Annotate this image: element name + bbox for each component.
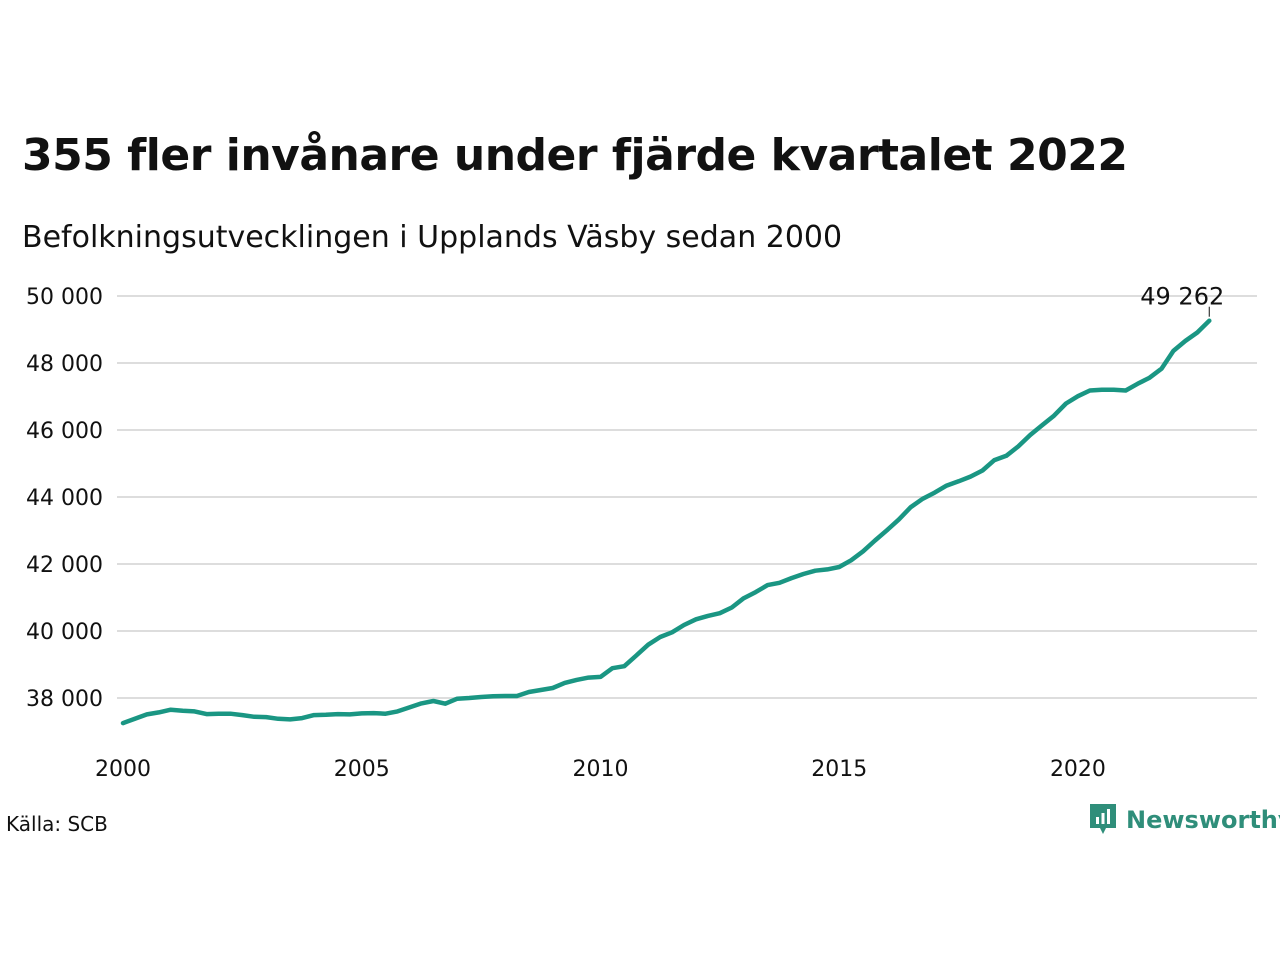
x-tick-label: 2000 [95, 757, 151, 782]
chart-subtitle: Befolkningsutvecklingen i Upplands Väsby… [22, 220, 843, 255]
x-axis-tick-labels: 2000 2005 2010 2015 2020 [95, 757, 1106, 782]
y-tick-label: 50 000 [26, 285, 103, 310]
newsworthy-logo: Newsworthy [1088, 802, 1280, 838]
y-tick-label: 42 000 [26, 553, 103, 578]
y-tick-label: 48 000 [26, 352, 103, 377]
x-tick-label: 2015 [811, 757, 867, 782]
y-axis-tick-labels: 38 000 40 000 42 000 44 000 46 000 48 000 50 0… [26, 285, 103, 712]
y-tick-label: 38 000 [26, 687, 103, 712]
source-label: Källa: SCB [6, 812, 108, 836]
series-line [120, 318, 1212, 726]
y-tick-label: 44 000 [26, 486, 103, 511]
newsworthy-logo-icon [1090, 804, 1116, 834]
chart-title: 355 fler invånare under fjärde kvartalet… [22, 130, 1128, 181]
x-tick-label: 2010 [572, 757, 628, 782]
x-tick-label: 2020 [1050, 757, 1106, 782]
newsworthy-logo-text: Newsworthy [1126, 806, 1280, 834]
end-value-label: 49 262 [1140, 283, 1224, 311]
x-tick-label: 2005 [334, 757, 390, 782]
y-tick-label: 40 000 [26, 620, 103, 645]
gridlines [117, 295, 1257, 699]
y-tick-label: 46 000 [26, 419, 103, 444]
